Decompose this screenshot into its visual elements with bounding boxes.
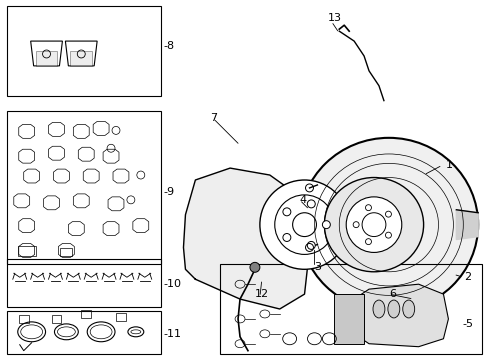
Text: -8: -8 xyxy=(163,41,174,51)
Text: 12: 12 xyxy=(254,289,268,299)
Text: -11: -11 xyxy=(163,329,181,339)
Circle shape xyxy=(385,232,390,238)
Bar xyxy=(7,111,161,264)
Bar xyxy=(18,247,36,256)
Circle shape xyxy=(365,205,371,211)
Bar xyxy=(7,6,161,96)
Circle shape xyxy=(352,222,358,228)
Bar xyxy=(19,315,29,323)
Bar xyxy=(51,315,61,323)
Ellipse shape xyxy=(372,300,384,318)
Circle shape xyxy=(306,242,315,249)
Text: 6: 6 xyxy=(388,289,395,299)
Bar xyxy=(36,51,57,66)
Circle shape xyxy=(283,234,290,242)
Circle shape xyxy=(283,208,290,216)
Circle shape xyxy=(322,221,330,229)
Bar xyxy=(70,51,92,66)
Circle shape xyxy=(365,239,371,244)
Bar xyxy=(334,294,364,344)
Text: 1: 1 xyxy=(445,160,451,170)
Polygon shape xyxy=(353,284,447,347)
Circle shape xyxy=(249,262,259,272)
Circle shape xyxy=(306,200,315,208)
Text: 3: 3 xyxy=(314,262,321,272)
Text: -5: -5 xyxy=(461,319,472,329)
Bar xyxy=(7,311,161,354)
Circle shape xyxy=(346,197,401,252)
Bar xyxy=(81,310,91,318)
Bar xyxy=(220,264,481,354)
Text: -9: -9 xyxy=(163,187,174,197)
Text: -10: -10 xyxy=(163,279,181,289)
Polygon shape xyxy=(183,168,309,309)
Ellipse shape xyxy=(402,300,414,318)
Ellipse shape xyxy=(299,138,477,311)
Bar xyxy=(7,260,161,307)
Text: 4: 4 xyxy=(299,195,306,205)
Circle shape xyxy=(385,211,390,217)
Text: 2: 2 xyxy=(463,272,470,282)
Text: 7: 7 xyxy=(210,113,217,123)
Ellipse shape xyxy=(387,300,399,318)
Bar xyxy=(116,313,126,321)
Ellipse shape xyxy=(324,177,423,272)
Text: 13: 13 xyxy=(326,13,341,23)
Polygon shape xyxy=(455,210,477,239)
Bar xyxy=(61,248,72,256)
Circle shape xyxy=(259,180,348,269)
